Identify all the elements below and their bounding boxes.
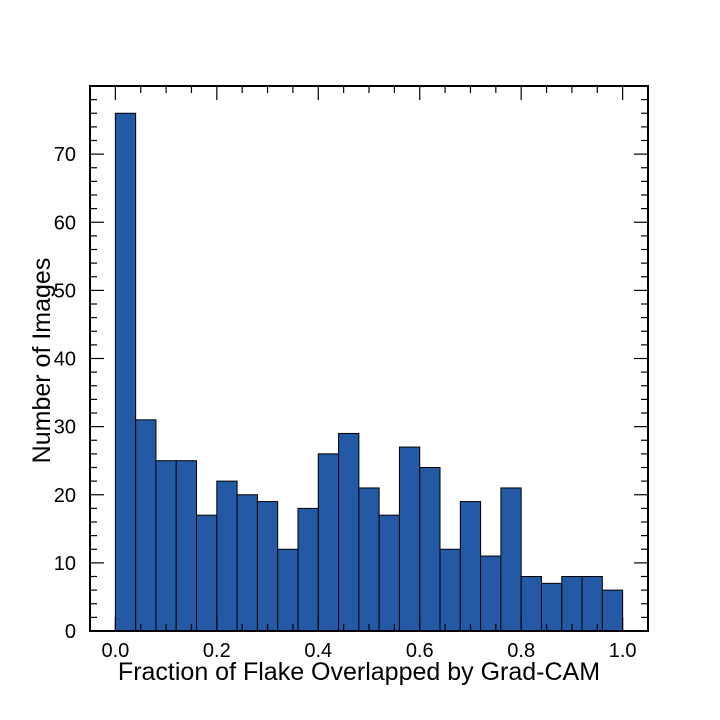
y-tick-label: 10 [54,553,76,575]
x-tick-label: 0.4 [304,640,332,662]
histogram-bar [419,467,441,632]
x-tick-labels: 0.0 0.2 0.4 0.6 0.8 1.0 [101,640,636,662]
y-tick-labels: 0 10 20 30 40 50 60 70 [54,144,76,643]
histogram-bar [480,555,502,632]
histogram-bar [216,480,238,632]
y-tick-label: 20 [54,485,76,507]
histogram-bar [155,460,177,632]
histogram-bar [175,460,198,632]
y-tick-label: 70 [54,144,76,166]
y-tick-label: 30 [54,417,76,439]
histogram-bar [581,576,603,632]
y-tick-label: 50 [54,280,76,302]
histogram-bar [317,453,340,632]
y-tick-label: 40 [54,349,76,371]
x-tick-label: 0.0 [101,640,129,662]
histogram-bar [459,501,482,632]
plot-frame [89,85,649,632]
histogram-bar [520,576,542,632]
histogram-bar [135,419,157,632]
y-tick-label: 60 [54,212,76,234]
histogram-bar [358,487,380,632]
histogram-bar [297,507,319,632]
histogram-bar [256,501,279,632]
histogram-bar [277,548,299,632]
histogram-bar [439,548,461,632]
x-axis-label: Fraction of Flake Overlapped by Grad-CAM [118,658,600,686]
x-tick-label: 0.6 [406,640,434,662]
x-tick-label: 0.8 [507,640,535,662]
axis-ticks [89,85,649,632]
y-tick-label: 0 [65,621,76,643]
bars-group [114,112,624,632]
x-tick-label: 0.2 [203,640,231,662]
histogram-bar [338,432,360,632]
histogram-bar [601,589,624,632]
histogram-bar [114,112,137,632]
histogram-bar [196,514,218,632]
x-tick-label: 1.0 [609,640,637,662]
histogram-bar [540,582,563,632]
histogram-bar [378,514,400,632]
histogram-bar [398,446,421,632]
y-axis-label: Number of Images [28,258,56,464]
histogram-bar [500,487,522,632]
histogram-bar [236,494,258,632]
histogram-bar [561,576,583,632]
